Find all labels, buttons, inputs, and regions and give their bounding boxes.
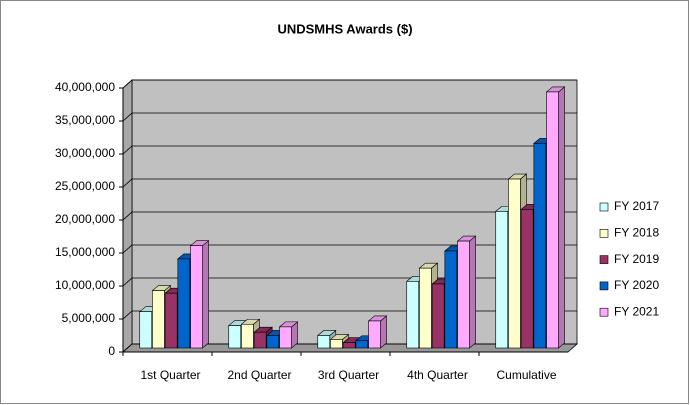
bar-front (431, 283, 445, 349)
bar (367, 315, 388, 349)
bar-front (368, 320, 381, 349)
bar-side (469, 235, 476, 349)
bar-front (241, 323, 254, 349)
grid-line (122, 112, 577, 122)
legend-label: FY 2017 (614, 199, 659, 213)
bar-front (342, 342, 356, 349)
legend-swatch (599, 255, 609, 264)
grid-line (122, 79, 577, 89)
bar-front (520, 209, 534, 349)
bar-front (253, 331, 267, 349)
y-tick-label: 5,000,000 (62, 311, 116, 325)
bar-front (533, 143, 547, 349)
y-tick-label: 25,000,000 (55, 179, 115, 193)
bar (278, 321, 299, 349)
legend-swatch (599, 307, 609, 317)
chart-title: UNDSMHS Awards ($) (277, 21, 412, 36)
bar-front (457, 240, 470, 349)
bar-front (164, 292, 178, 349)
grid-line (122, 244, 577, 254)
bar-front (317, 335, 331, 349)
bar (545, 86, 566, 349)
grid-line (122, 211, 577, 221)
bar-front (190, 245, 203, 349)
bar-front (508, 178, 521, 349)
y-tick-label: 35,000,000 (55, 113, 115, 127)
x-tick-label: Cumulative (496, 368, 556, 382)
legend-label: FY 2020 (614, 278, 659, 292)
bar-front (177, 258, 191, 349)
bar-front (495, 211, 509, 349)
bar-front (406, 281, 420, 349)
bar-front (228, 325, 242, 349)
x-tick-label: 2nd Quarter (227, 368, 291, 382)
grid-line (122, 178, 577, 188)
y-tick-label: 15,000,000 (55, 245, 115, 259)
bar-front (444, 250, 458, 349)
y-tick-label: 40,000,000 (55, 80, 115, 94)
bar-front (152, 290, 165, 349)
legend-swatch (599, 281, 609, 291)
bar-side (558, 86, 565, 349)
bar-front (419, 267, 432, 349)
x-tick-label: 3rd Quarter (318, 368, 379, 382)
bar-side (380, 315, 387, 349)
x-tick-label: 1st Quarter (140, 368, 200, 382)
y-tick-label: 30,000,000 (55, 146, 115, 160)
bar-front (279, 326, 292, 349)
bar-front (546, 91, 559, 349)
bar-front (139, 311, 153, 349)
legend-swatch (599, 202, 609, 212)
y-tick-label: 0 (108, 344, 115, 358)
bar-front (266, 335, 280, 349)
y-tick-label: 10,000,000 (55, 278, 115, 292)
bar-front (355, 340, 369, 349)
bar (456, 235, 477, 349)
legend-label: FY 2019 (614, 252, 659, 266)
grid-line (122, 145, 577, 155)
legend-label: FY 2018 (614, 225, 659, 239)
x-tick-label: 4th Quarter (407, 368, 468, 382)
legend-label: FY 2021 (614, 304, 659, 318)
y-tick-label: 20,000,000 (55, 212, 115, 226)
bar-side (202, 240, 209, 349)
bar-front (330, 339, 343, 349)
bar (189, 240, 210, 349)
legend-swatch (599, 229, 609, 238)
